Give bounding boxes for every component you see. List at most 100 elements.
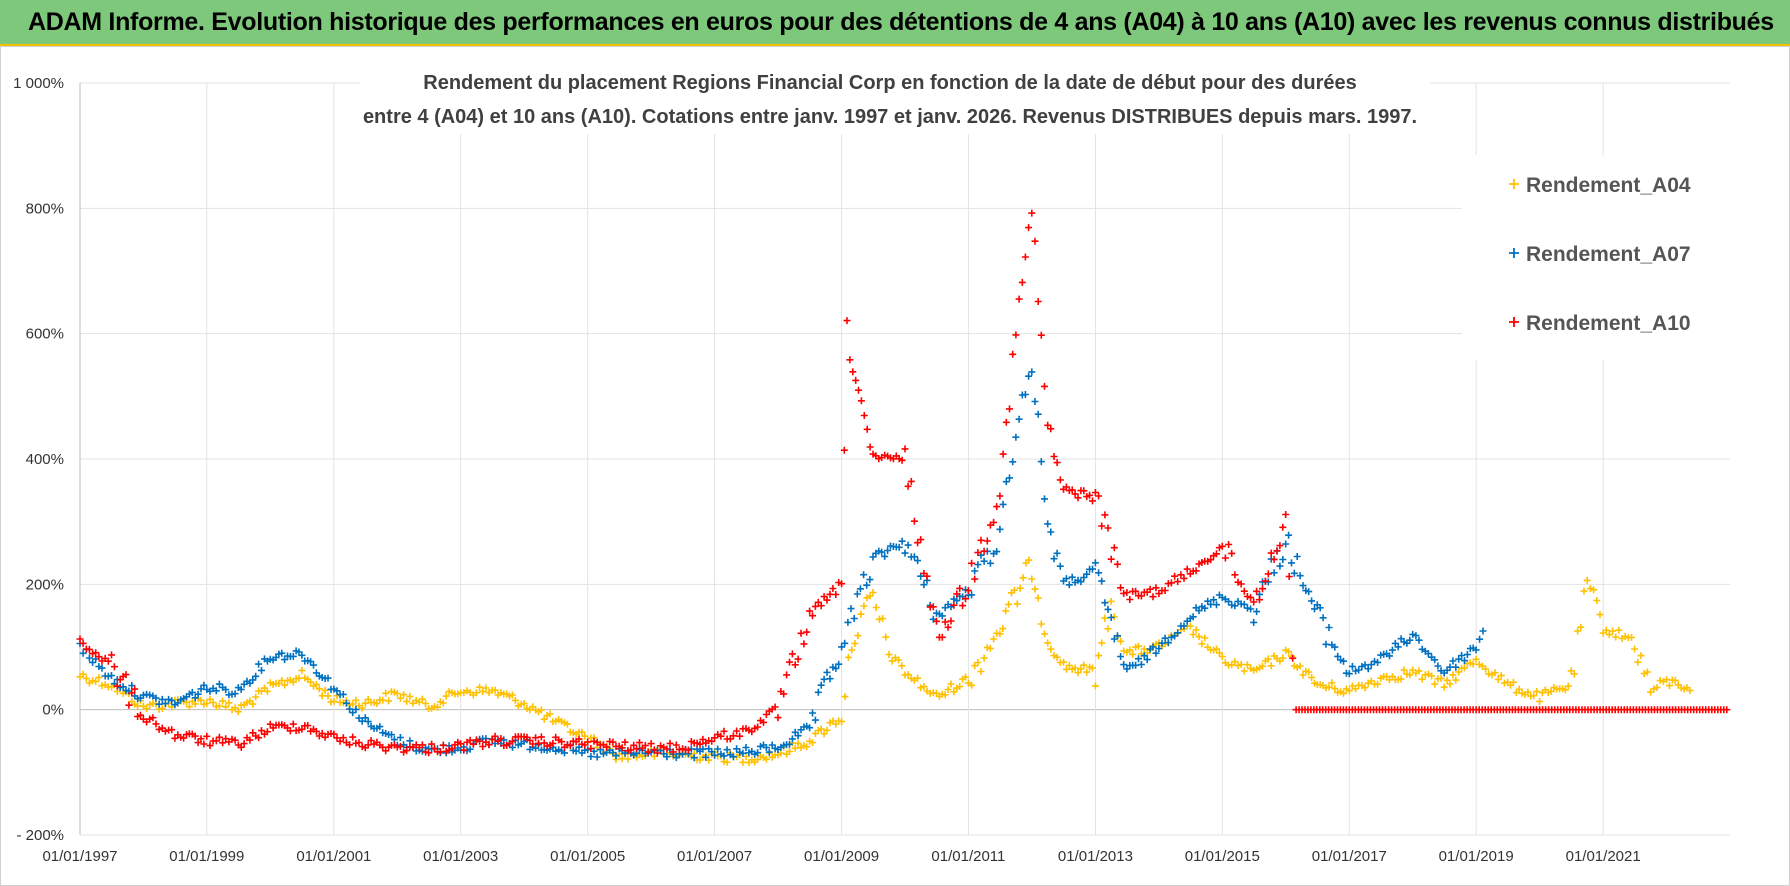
data-point [717, 732, 725, 740]
data-point [754, 723, 762, 731]
data-point [947, 680, 955, 688]
data-point [1180, 622, 1188, 630]
data-point [1126, 596, 1134, 603]
data-point [800, 640, 808, 648]
data-point [1089, 565, 1096, 573]
data-point [540, 715, 548, 723]
data-point [599, 750, 607, 758]
data-point [79, 639, 87, 647]
data-point [729, 732, 737, 740]
data-point [364, 741, 372, 749]
data-point [1171, 572, 1179, 580]
data-point [708, 748, 716, 756]
data-point [266, 720, 274, 728]
data-point [1428, 672, 1436, 680]
data-point [149, 714, 157, 722]
data-point [806, 607, 814, 615]
data-point [1056, 562, 1064, 570]
data-point [1198, 640, 1206, 648]
data-point [581, 732, 589, 740]
data-point [1095, 569, 1103, 577]
data-point [472, 736, 480, 744]
data-point [1101, 599, 1109, 607]
data-point [361, 699, 369, 707]
data-point [754, 749, 762, 757]
data-point [249, 700, 257, 708]
header-banner: ADAM Informe. Evolution historique des p… [0, 0, 1790, 46]
data-point [388, 731, 395, 739]
data-point [203, 732, 211, 740]
data-point [215, 702, 223, 710]
data-point [609, 738, 617, 746]
data-point [1530, 692, 1538, 700]
data-point [817, 602, 825, 610]
data-point [1110, 544, 1118, 552]
data-point [155, 725, 163, 733]
data-point [137, 711, 144, 719]
data-point [684, 746, 692, 754]
data-point [1472, 646, 1480, 654]
data-point [1104, 625, 1112, 633]
data-point [1006, 405, 1013, 413]
data-point [742, 744, 750, 751]
data-point [1319, 614, 1327, 622]
data-point [838, 718, 846, 725]
data-point [736, 732, 744, 740]
data-point [1536, 698, 1544, 705]
y-axis: - 200% 0% 200% 400% 600% 800% 1 000% [13, 75, 64, 844]
data-point [1015, 415, 1023, 423]
data-point [1243, 661, 1251, 669]
data-point [1089, 664, 1096, 672]
data-point [817, 725, 825, 733]
data-point [298, 651, 306, 659]
data-point [315, 685, 323, 693]
y-tick-label: 1 000% [13, 75, 64, 92]
data-point [1031, 398, 1039, 405]
data-point [1316, 604, 1324, 612]
data-point [898, 662, 906, 670]
data-point [1189, 613, 1197, 621]
data-point [1406, 636, 1414, 644]
data-point [953, 590, 961, 598]
data-point [835, 660, 843, 668]
data-point [923, 572, 931, 580]
data-point [1397, 675, 1405, 683]
data-point [977, 536, 985, 544]
data-point [1615, 626, 1623, 634]
data-point [1331, 643, 1339, 651]
data-point [1177, 571, 1185, 579]
data-point [155, 700, 163, 708]
data-point [428, 740, 436, 748]
data-point [797, 629, 805, 637]
data-point [1418, 675, 1426, 683]
data-point [546, 710, 554, 718]
data-point [1458, 652, 1466, 659]
data-point [252, 693, 260, 701]
data-point [1253, 587, 1261, 595]
data-point [1068, 573, 1076, 581]
data-point [215, 733, 223, 741]
data-point [1331, 685, 1339, 693]
data-point [349, 700, 357, 708]
data-point [1273, 547, 1281, 555]
data-point [1446, 680, 1454, 688]
data-point [393, 690, 401, 697]
data-point [1497, 672, 1505, 680]
data-point [1015, 295, 1023, 303]
data-point [1583, 576, 1591, 584]
data-point [1469, 660, 1477, 668]
data-point [962, 595, 969, 603]
data-point [1149, 593, 1157, 601]
data-point [1452, 663, 1460, 671]
data-point [720, 727, 728, 735]
data-point [760, 718, 767, 726]
data-point [1296, 662, 1304, 670]
data-point [1009, 350, 1017, 358]
data-point [104, 657, 112, 665]
data-point [255, 734, 263, 742]
data-point [653, 749, 661, 757]
data-point [85, 654, 93, 662]
data-point [1479, 627, 1487, 635]
data-point [509, 691, 516, 699]
data-point [895, 543, 903, 551]
